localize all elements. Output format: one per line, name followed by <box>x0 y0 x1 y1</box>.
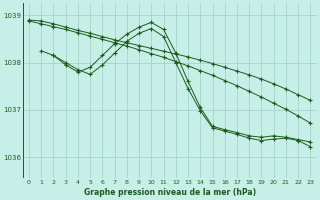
X-axis label: Graphe pression niveau de la mer (hPa): Graphe pression niveau de la mer (hPa) <box>84 188 256 197</box>
